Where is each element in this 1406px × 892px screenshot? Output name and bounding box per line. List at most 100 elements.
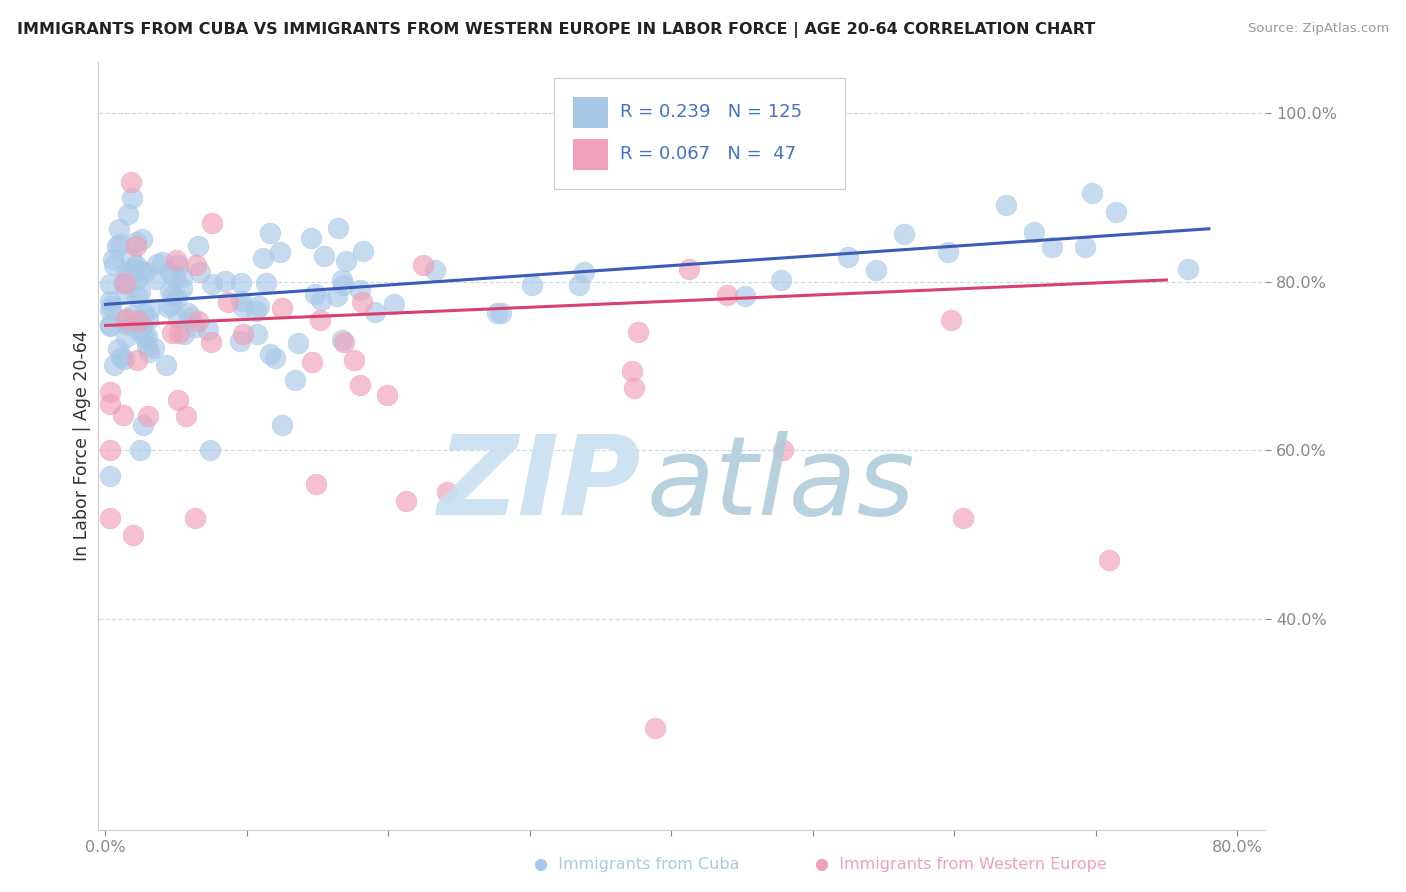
Point [259,346,281,360]
Point [522,277,544,292]
Point [350,295,373,310]
Point [326,289,349,303]
Point [165,253,187,268]
Point [114,277,136,291]
Point [162,288,184,302]
Text: IMMIGRANTS FROM CUBA VS IMMIGRANTS FROM WESTERN EUROPE IN LABOR FORCE | AGE 20-6: IMMIGRANTS FROM CUBA VS IMMIGRANTS FROM … [17,22,1095,38]
Point [377,388,399,402]
Point [103,359,125,373]
Point [568,277,591,292]
Point [309,313,332,327]
Point [107,343,129,357]
Point [167,326,190,341]
Point [363,305,385,319]
Point [125,272,148,286]
Point [152,255,174,269]
Point [98,318,121,333]
Text: ●  Immigrants from Western Europe: ● Immigrants from Western Europe [815,857,1108,872]
Point [837,250,859,264]
Text: R = 0.239   N = 125: R = 0.239 N = 125 [620,103,803,121]
Point [232,300,254,314]
Point [159,284,181,298]
Point [155,358,177,372]
Point [121,309,143,323]
Point [180,310,202,325]
Point [100,299,122,313]
Point [132,417,155,432]
Point [129,262,152,277]
Point [271,301,294,315]
Point [772,443,794,458]
Point [131,318,153,333]
Point [167,311,190,326]
Point [201,216,224,230]
Point [259,227,281,241]
Point [395,493,418,508]
Point [125,258,148,272]
Point [120,251,142,265]
Point [284,373,307,387]
Point [145,271,167,285]
Point [246,326,269,341]
Point [138,345,160,359]
Point [1040,240,1063,254]
Point [136,339,159,353]
Point [136,409,159,424]
Point [770,273,793,287]
Point [125,353,148,368]
Point [121,527,143,541]
Point [330,333,353,347]
FancyBboxPatch shape [574,139,609,169]
Point [269,245,291,260]
Point [136,328,159,343]
Point [1105,205,1128,219]
Point [115,266,138,280]
FancyBboxPatch shape [574,97,609,128]
Point [121,261,143,276]
Point [232,326,254,341]
Point [734,289,756,303]
Point [201,277,224,292]
Point [228,334,250,348]
Point [159,266,181,280]
Point [136,311,159,326]
Point [114,285,136,300]
Point [197,323,219,337]
Point [252,251,274,265]
Point [349,283,371,297]
Point [627,325,650,339]
Text: atlas: atlas [647,431,915,538]
Text: Source: ZipAtlas.com: Source: ZipAtlas.com [1249,22,1389,36]
Point [231,294,253,309]
Point [98,293,121,308]
Point [995,198,1018,212]
Point [139,301,162,316]
Point [112,276,135,290]
Text: ZIP: ZIP [437,431,641,538]
Point [299,231,322,245]
Point [98,303,121,318]
Point [184,258,207,272]
Point [103,258,125,272]
Point [115,330,138,344]
Point [1080,186,1102,201]
Point [486,306,509,320]
Point [160,298,183,312]
Point [173,327,195,342]
Point [98,510,121,524]
Point [98,468,121,483]
Point [270,417,292,432]
Point [333,334,356,349]
Point [167,392,190,407]
Point [98,397,121,411]
Point [98,443,121,458]
Point [304,287,326,301]
Point [384,297,406,311]
Point [893,227,915,241]
Point [1177,262,1199,277]
Point [217,295,239,310]
Point [412,258,434,272]
Point [134,330,156,344]
Point [127,323,149,337]
Point [165,270,187,285]
